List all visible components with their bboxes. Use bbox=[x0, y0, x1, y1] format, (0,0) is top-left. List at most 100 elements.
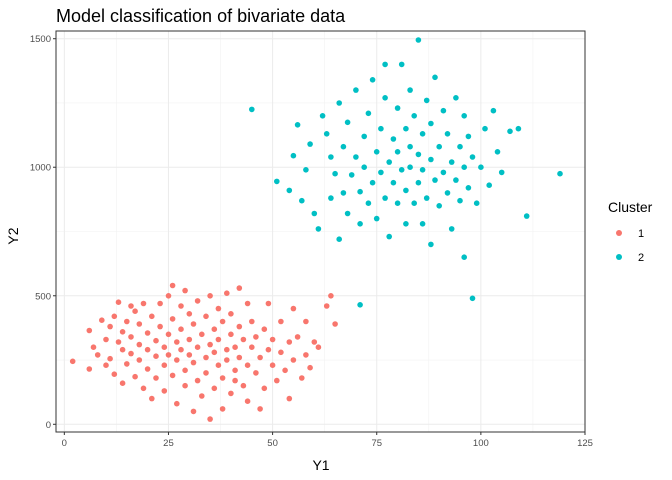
data-point-cluster-1 bbox=[157, 300, 163, 307]
data-point-cluster-1 bbox=[86, 366, 93, 372]
data-point-cluster-2 bbox=[382, 61, 388, 68]
data-point-cluster-2 bbox=[557, 170, 563, 177]
data-point-cluster-2 bbox=[299, 197, 305, 204]
data-point-cluster-2 bbox=[419, 131, 426, 137]
data-point-cluster-2 bbox=[415, 151, 422, 158]
data-point-cluster-2 bbox=[357, 302, 363, 308]
data-point-cluster-2 bbox=[344, 210, 351, 217]
data-point-cluster-2 bbox=[457, 197, 463, 204]
data-point-cluster-2 bbox=[357, 188, 363, 195]
data-point-cluster-2 bbox=[311, 210, 318, 217]
data-point-cluster-2 bbox=[390, 136, 397, 142]
data-point-cluster-1 bbox=[144, 330, 151, 336]
data-point-cluster-1 bbox=[157, 323, 163, 330]
data-point-cluster-1 bbox=[178, 326, 184, 333]
data-point-cluster-1 bbox=[278, 349, 284, 356]
data-point-cluster-1 bbox=[244, 398, 251, 405]
data-point-cluster-1 bbox=[219, 406, 226, 412]
data-point-cluster-2 bbox=[386, 233, 393, 240]
data-point-cluster-1 bbox=[228, 311, 234, 317]
data-point-cluster-1 bbox=[115, 299, 122, 306]
data-point-cluster-1 bbox=[178, 346, 184, 353]
data-point-cluster-1 bbox=[215, 336, 222, 343]
data-point-cluster-1 bbox=[174, 339, 180, 345]
data-point-cluster-2 bbox=[340, 190, 347, 196]
data-point-cluster-2 bbox=[307, 141, 313, 147]
data-point-cluster-1 bbox=[124, 361, 130, 367]
data-point-cluster-1 bbox=[261, 326, 268, 333]
data-point-cluster-1 bbox=[253, 334, 259, 340]
data-point-cluster-2 bbox=[403, 187, 409, 194]
data-point-cluster-1 bbox=[249, 318, 255, 325]
data-point-cluster-1 bbox=[169, 282, 176, 289]
data-point-cluster-1 bbox=[174, 400, 180, 407]
chart-title: Model classification of bivariate data bbox=[56, 6, 346, 26]
data-point-cluster-2 bbox=[323, 131, 330, 137]
data-point-cluster-2 bbox=[382, 95, 388, 101]
data-point-cluster-2 bbox=[419, 221, 426, 227]
data-point-cluster-2 bbox=[515, 125, 522, 132]
data-point-cluster-1 bbox=[290, 305, 297, 312]
data-point-cluster-2 bbox=[411, 113, 418, 119]
data-point-cluster-2 bbox=[415, 179, 422, 186]
data-point-cluster-1 bbox=[153, 353, 159, 360]
data-point-cluster-2 bbox=[407, 143, 413, 150]
data-point-cluster-1 bbox=[332, 321, 338, 327]
data-point-cluster-1 bbox=[236, 354, 243, 361]
data-point-cluster-2 bbox=[394, 149, 401, 155]
data-point-cluster-1 bbox=[232, 344, 238, 351]
data-point-cluster-1 bbox=[224, 346, 230, 353]
data-point-cluster-2 bbox=[328, 195, 334, 201]
data-point-cluster-2 bbox=[294, 122, 301, 128]
data-point-cluster-1 bbox=[194, 298, 201, 304]
data-point-cluster-1 bbox=[165, 293, 172, 299]
data-point-cluster-1 bbox=[103, 362, 109, 369]
data-point-cluster-1 bbox=[286, 395, 293, 402]
data-point-cluster-1 bbox=[186, 352, 193, 358]
data-point-cluster-1 bbox=[219, 318, 226, 325]
data-point-cluster-2 bbox=[423, 97, 430, 104]
data-point-cluster-1 bbox=[128, 303, 134, 309]
data-point-cluster-1 bbox=[169, 372, 176, 379]
data-point-cluster-1 bbox=[178, 303, 184, 309]
data-point-cluster-2 bbox=[369, 77, 376, 83]
data-point-cluster-2 bbox=[407, 87, 413, 93]
data-point-cluster-1 bbox=[290, 357, 297, 363]
data-point-cluster-2 bbox=[473, 200, 480, 206]
x-tick-label: 50 bbox=[267, 438, 278, 449]
x-axis-title: Y1 bbox=[312, 457, 329, 473]
data-point-cluster-1 bbox=[211, 326, 218, 333]
data-point-cluster-1 bbox=[128, 350, 134, 357]
data-point-cluster-2 bbox=[490, 107, 497, 114]
data-point-cluster-1 bbox=[190, 359, 197, 366]
data-point-cluster-1 bbox=[136, 341, 143, 348]
legend-title: Cluster bbox=[608, 199, 653, 215]
data-point-cluster-2 bbox=[436, 203, 443, 209]
data-point-cluster-2 bbox=[361, 164, 368, 170]
data-point-cluster-2 bbox=[373, 149, 380, 155]
data-point-cluster-2 bbox=[465, 133, 472, 140]
legend-key-1 bbox=[616, 230, 622, 236]
data-point-cluster-2 bbox=[461, 254, 468, 260]
data-point-cluster-2 bbox=[453, 177, 459, 183]
data-point-cluster-1 bbox=[169, 316, 176, 322]
data-point-cluster-1 bbox=[103, 336, 109, 343]
data-point-cluster-1 bbox=[303, 352, 309, 358]
data-point-cluster-2 bbox=[249, 106, 255, 113]
data-point-cluster-1 bbox=[236, 285, 243, 291]
y-tick-label: 500 bbox=[35, 291, 51, 302]
data-point-cluster-2 bbox=[274, 178, 280, 185]
data-point-cluster-1 bbox=[265, 300, 272, 307]
data-point-cluster-1 bbox=[144, 366, 151, 372]
data-point-cluster-2 bbox=[344, 119, 351, 126]
data-point-cluster-1 bbox=[240, 336, 247, 343]
data-point-cluster-2 bbox=[386, 159, 393, 165]
data-point-cluster-2 bbox=[419, 167, 426, 173]
data-point-cluster-2 bbox=[340, 143, 347, 150]
data-point-cluster-1 bbox=[269, 336, 276, 343]
data-points bbox=[69, 37, 563, 422]
data-point-cluster-1 bbox=[153, 337, 159, 344]
data-point-cluster-2 bbox=[357, 221, 363, 227]
data-point-cluster-1 bbox=[219, 375, 226, 381]
